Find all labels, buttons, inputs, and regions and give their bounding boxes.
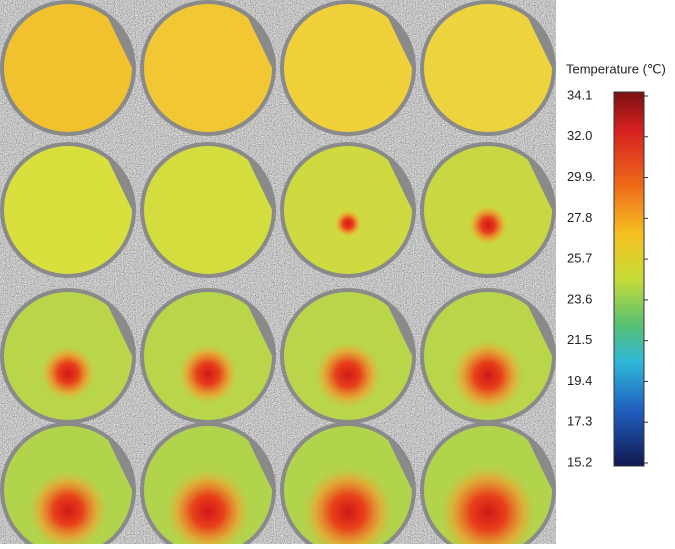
phantom-fill xyxy=(4,4,132,132)
phantom xyxy=(144,292,272,420)
phantom-fill xyxy=(424,4,552,132)
colorbar-tick-label: 29.9. xyxy=(567,169,596,184)
thermal-panel xyxy=(140,288,276,424)
hot-spot xyxy=(449,337,527,414)
hot-spot xyxy=(26,468,110,549)
thermal-panel xyxy=(0,142,136,278)
hot-spot xyxy=(436,461,540,549)
hot-spot xyxy=(312,339,384,410)
phantom xyxy=(424,426,552,549)
thermal-panel xyxy=(0,422,136,549)
phantom xyxy=(144,4,272,132)
phantom-fill xyxy=(144,4,272,132)
phantom xyxy=(4,4,132,132)
hot-spot xyxy=(39,344,97,402)
hot-spot xyxy=(176,342,240,406)
thermal-panel xyxy=(140,422,276,549)
phantom-fill xyxy=(144,146,272,274)
thermal-panel xyxy=(0,288,136,424)
phantom xyxy=(424,4,552,132)
phantom xyxy=(424,292,552,420)
thermal-panel xyxy=(420,288,556,424)
colorbar-title: Temperature (℃) xyxy=(566,61,666,76)
phantom xyxy=(4,292,132,420)
phantom xyxy=(144,146,272,274)
colorbar-tick-label: 23.6 xyxy=(567,291,592,306)
colorbar-tick-label: 19.4 xyxy=(567,373,592,388)
colorbar-tick-label: 21.5 xyxy=(567,332,592,347)
thermal-panel xyxy=(280,142,416,278)
hot-spot xyxy=(300,464,396,549)
phantom xyxy=(4,146,132,274)
thermal-panel xyxy=(140,142,276,278)
phantom xyxy=(424,146,552,274)
thermal-panel xyxy=(280,288,416,424)
phantom xyxy=(284,4,412,132)
hot-spot xyxy=(163,466,253,549)
hot-spot xyxy=(333,209,363,238)
thermal-panel xyxy=(420,142,556,278)
thermal-panel xyxy=(280,0,416,136)
phantom xyxy=(144,426,272,549)
phantom-fill xyxy=(284,4,412,132)
phantom xyxy=(4,426,132,549)
phantom xyxy=(284,426,412,549)
thermal-panel xyxy=(140,0,276,136)
colorbar xyxy=(613,91,645,467)
phantom xyxy=(284,292,412,420)
thermal-panel xyxy=(0,0,136,136)
thermal-panel xyxy=(420,422,556,549)
thermal-panel xyxy=(420,0,556,136)
colorbar-tick-label: 15.2 xyxy=(567,454,592,469)
colorbar-tick-label: 34.1 xyxy=(567,87,592,102)
phantom xyxy=(284,146,412,274)
colorbar-tick-label: 32.0 xyxy=(567,128,592,143)
thermal-panel xyxy=(280,422,416,549)
panels xyxy=(0,0,556,549)
hot-spot xyxy=(467,204,509,246)
colorbar-tick-label: 17.3 xyxy=(567,414,592,429)
colorbar-tick-label: 27.8 xyxy=(567,210,592,225)
phantom-fill xyxy=(4,146,132,274)
colorbar-tick-label: 25.7 xyxy=(567,251,592,266)
